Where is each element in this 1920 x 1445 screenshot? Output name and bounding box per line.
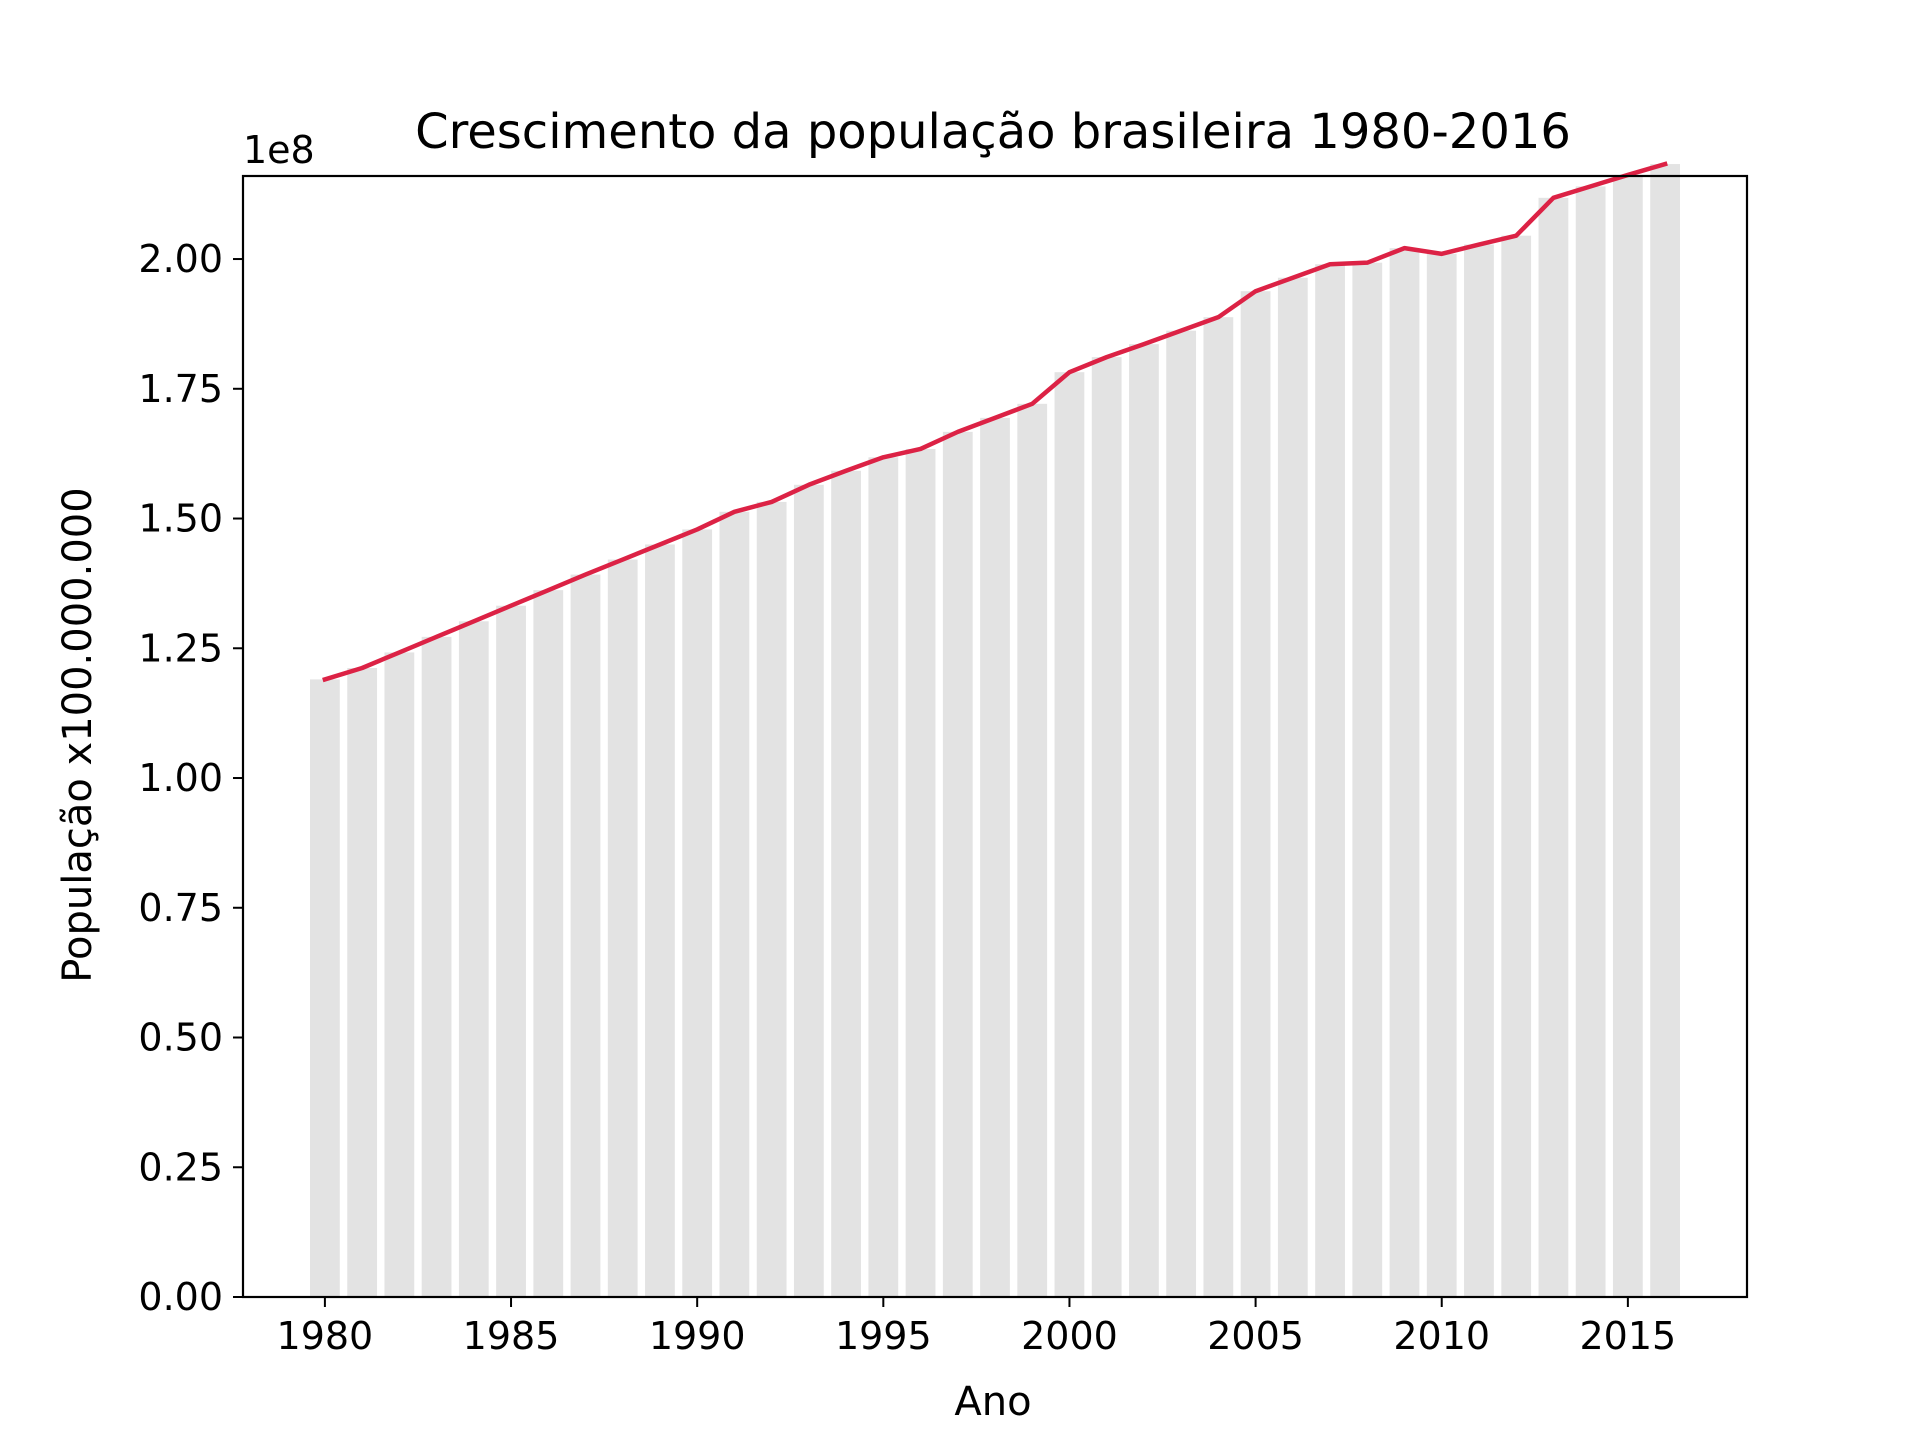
bar-2015 bbox=[1613, 175, 1643, 1297]
y-tick-label: 2.00 bbox=[138, 237, 223, 281]
x-tick-label: 2010 bbox=[1393, 1314, 1490, 1358]
bar-2010 bbox=[1427, 254, 1457, 1297]
x-axis-label: Ano bbox=[954, 1379, 1031, 1425]
bar-1999 bbox=[1017, 404, 1047, 1297]
x-tick-label: 2015 bbox=[1580, 1314, 1677, 1358]
bar-2003 bbox=[1166, 331, 1196, 1297]
bar-1994 bbox=[831, 471, 861, 1297]
x-tick-label: 2000 bbox=[1021, 1314, 1118, 1358]
bar-2011 bbox=[1464, 245, 1494, 1297]
bar-2007 bbox=[1315, 264, 1345, 1297]
y-tick-label: 0.00 bbox=[138, 1275, 223, 1319]
bar-1982 bbox=[384, 652, 414, 1297]
bar-2001 bbox=[1092, 357, 1122, 1297]
bars-layer bbox=[310, 164, 1680, 1297]
bar-1985 bbox=[496, 606, 526, 1297]
bar-1980 bbox=[310, 679, 340, 1297]
bar-2013 bbox=[1539, 198, 1569, 1297]
bar-1981 bbox=[347, 668, 377, 1297]
bar-2008 bbox=[1352, 263, 1382, 1297]
bar-1987 bbox=[571, 575, 601, 1297]
y-tick-label: 1.50 bbox=[138, 497, 223, 541]
bar-1992 bbox=[757, 502, 787, 1297]
bar-2006 bbox=[1278, 278, 1308, 1297]
x-tick-label: 1980 bbox=[277, 1314, 374, 1358]
bar-1995 bbox=[868, 457, 898, 1297]
y-tick-label: 1.75 bbox=[138, 367, 223, 411]
x-tick-label: 1995 bbox=[835, 1314, 932, 1358]
y-tick-label: 1.00 bbox=[138, 756, 223, 800]
bar-2016 bbox=[1650, 164, 1680, 1297]
bar-1997 bbox=[943, 432, 973, 1297]
bar-2005 bbox=[1241, 291, 1271, 1297]
chart-title: Crescimento da população brasileira 1980… bbox=[415, 104, 1571, 160]
bar-1984 bbox=[459, 621, 489, 1297]
y-tick-label: 0.50 bbox=[138, 1016, 223, 1060]
x-tick-label: 1985 bbox=[463, 1314, 560, 1358]
bar-1990 bbox=[682, 529, 712, 1297]
bar-2002 bbox=[1129, 344, 1159, 1297]
bar-1983 bbox=[422, 637, 452, 1297]
bar-1996 bbox=[906, 449, 936, 1297]
bar-1986 bbox=[533, 590, 563, 1297]
bar-2004 bbox=[1203, 317, 1233, 1297]
bar-1998 bbox=[980, 418, 1010, 1297]
y-tick-label: 0.25 bbox=[138, 1145, 223, 1189]
y-offset-label: 1e8 bbox=[243, 128, 315, 172]
y-axis-label: População x100.000.000 bbox=[55, 487, 101, 982]
bar-1993 bbox=[794, 485, 824, 1297]
bar-1988 bbox=[608, 560, 638, 1297]
bar-1989 bbox=[645, 544, 675, 1297]
y-tick-label: 1.25 bbox=[138, 626, 223, 670]
y-tick-label: 0.75 bbox=[138, 886, 223, 930]
bar-2014 bbox=[1576, 186, 1606, 1297]
x-tick-label: 1990 bbox=[649, 1314, 746, 1358]
bar-2000 bbox=[1055, 372, 1085, 1297]
bar-1991 bbox=[720, 512, 750, 1297]
x-tick-label: 2005 bbox=[1207, 1314, 1304, 1358]
bar-2012 bbox=[1501, 236, 1531, 1297]
bar-2009 bbox=[1390, 248, 1420, 1297]
